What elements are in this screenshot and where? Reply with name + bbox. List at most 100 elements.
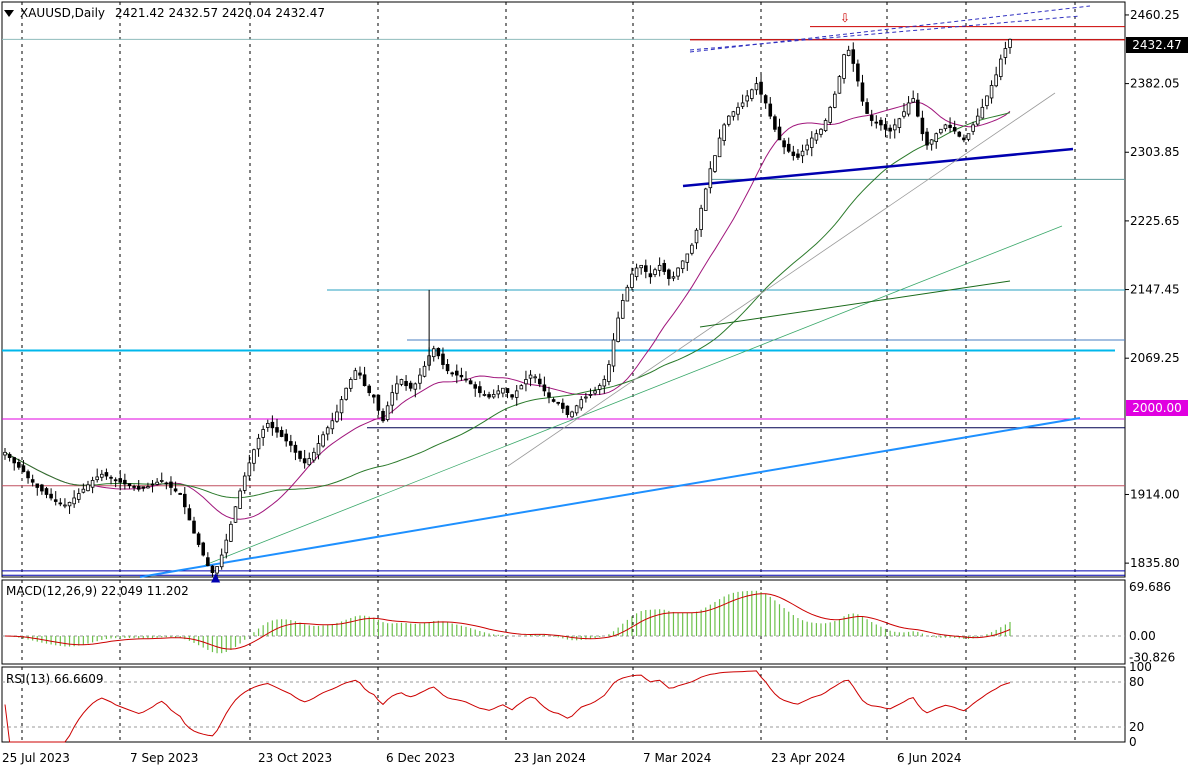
x-tick-label: 7 Mar 2024 xyxy=(643,751,711,765)
candle-body xyxy=(869,115,874,121)
candle-body xyxy=(192,520,196,534)
chart-header: XAUUSD,Daily 2421.42 2432.57 2420.04 243… xyxy=(4,6,325,20)
candle-body xyxy=(422,365,427,377)
candle-body xyxy=(616,317,620,342)
candle-body xyxy=(713,155,717,172)
candle-body xyxy=(316,443,321,456)
rsi-tick-label: 80 xyxy=(1129,675,1144,689)
grey-trendline xyxy=(507,92,1056,467)
candle-body xyxy=(187,508,192,521)
candle-body xyxy=(533,376,537,379)
candle-body xyxy=(284,433,288,442)
candle-body xyxy=(620,300,625,319)
candle-body xyxy=(740,102,745,107)
y-tick-label: 2225.65 xyxy=(1130,214,1180,228)
candle-body xyxy=(104,472,109,477)
candle-body xyxy=(330,420,335,430)
candle-body xyxy=(307,458,312,466)
candle-body xyxy=(348,379,353,389)
candle-body xyxy=(763,95,768,104)
candle-body xyxy=(556,401,560,404)
candle-body xyxy=(528,374,533,379)
x-tick-label: 23 Jan 2024 xyxy=(514,751,586,765)
candle-body xyxy=(727,115,731,125)
candle-body xyxy=(510,394,514,398)
candle-body xyxy=(95,476,99,481)
candle-body xyxy=(777,126,782,141)
candle-body xyxy=(699,207,703,230)
candle-body xyxy=(879,119,883,126)
candle-body xyxy=(750,89,754,99)
candle-body xyxy=(625,286,630,302)
candle-body xyxy=(17,462,21,468)
candle-body xyxy=(372,394,376,398)
candle-body xyxy=(238,490,242,509)
candle-body xyxy=(952,127,957,132)
candle-body xyxy=(916,99,920,117)
candle-body xyxy=(155,481,159,485)
candle-body xyxy=(118,478,123,483)
y-tick-label: 1914.00 xyxy=(1130,487,1180,501)
candle-body xyxy=(634,267,639,278)
rsi-tick-label: 100 xyxy=(1129,660,1152,674)
candle-body xyxy=(519,385,524,390)
y-tick-label: 2382.05 xyxy=(1130,77,1180,91)
candle-body xyxy=(178,493,182,495)
candle-body xyxy=(44,488,49,495)
candle-body xyxy=(233,506,238,523)
candle-body xyxy=(906,102,911,115)
candle-body xyxy=(759,81,763,95)
green-trendline xyxy=(204,225,1063,566)
candle-body xyxy=(445,364,450,372)
candle-body xyxy=(40,484,44,492)
x-tick-label: 6 Jun 2024 xyxy=(897,751,962,765)
candle-body xyxy=(796,153,800,158)
y-tick-label: 2147.45 xyxy=(1130,283,1180,297)
candle-body xyxy=(892,124,897,131)
candle-body xyxy=(67,501,72,507)
candle-body xyxy=(164,482,169,485)
sma-fast-line xyxy=(4,101,1011,520)
candle-body xyxy=(450,372,454,375)
candle-body xyxy=(321,434,325,447)
candle-body xyxy=(948,124,952,128)
candle-body xyxy=(275,427,279,433)
x-tick-label: 25 Jul 2023 xyxy=(2,751,70,765)
candle-body xyxy=(897,118,902,128)
collapse-triangle-icon[interactable] xyxy=(4,9,14,17)
dark-green-curve xyxy=(699,280,1011,328)
candle-body xyxy=(219,554,224,568)
candle-body xyxy=(814,133,819,141)
candle-body xyxy=(975,115,980,125)
candle-body xyxy=(902,111,906,117)
candle-body xyxy=(860,82,865,102)
candle-body xyxy=(994,74,998,87)
candle-body xyxy=(183,493,187,508)
candle-body xyxy=(823,120,828,132)
candle-body xyxy=(773,116,777,130)
x-tick-label: 7 Sep 2023 xyxy=(130,751,198,765)
candle-body xyxy=(362,374,367,387)
candle-body xyxy=(800,150,805,157)
candle-body xyxy=(754,83,759,91)
candle-body xyxy=(289,441,293,446)
x-tick-label: 23 Oct 2023 xyxy=(258,751,332,765)
candle-body xyxy=(662,263,667,272)
macd-tick-label: 0.00 xyxy=(1129,629,1156,643)
candle-body xyxy=(344,387,348,400)
candle-body xyxy=(279,430,284,437)
candle-body xyxy=(542,384,547,392)
rsi-line xyxy=(4,670,1011,743)
candle-body xyxy=(395,383,399,394)
rsi-panel-frame xyxy=(1,666,1126,743)
candle-body xyxy=(966,133,971,140)
candle-body xyxy=(685,253,690,263)
candle-body xyxy=(478,386,482,394)
candle-body xyxy=(441,353,445,365)
candle-body xyxy=(436,348,441,357)
candle-body xyxy=(146,486,150,489)
down-arrow-icon: ⇩ xyxy=(840,11,850,25)
candle-body xyxy=(731,111,736,117)
